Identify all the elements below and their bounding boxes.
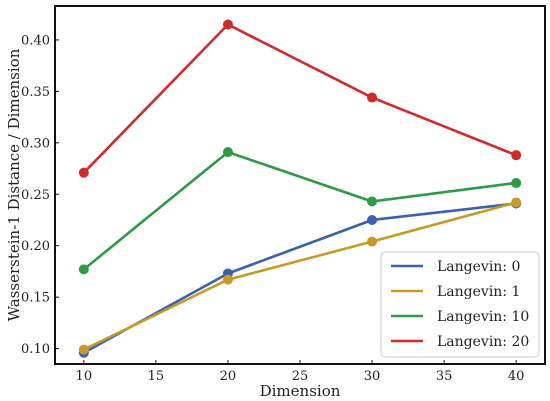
y-axis-label: Wasserstein-1 Distance / Dimension [5,48,23,321]
data-point [367,236,378,247]
y-tick-label: 0.10 [21,342,50,357]
x-tick-label: 25 [292,369,309,384]
x-tick-label: 15 [148,369,165,384]
data-point [367,92,378,103]
legend-label: Langevin: 0 [437,259,520,275]
y-tick-label: 0.20 [21,239,50,254]
x-axis-label: Dimension [260,382,341,400]
y-tick-label: 0.35 [21,85,50,100]
data-point [222,19,233,30]
series-line-3 [82,23,517,174]
legend: Langevin: 0 Langevin: 1 Langevin: 10 Langev… [380,251,540,358]
data-point [78,264,89,275]
data-point [367,214,378,225]
data-point [511,177,522,188]
data-point [511,150,522,161]
y-tick-label: 0.15 [21,291,50,306]
legend-label: Langevin: 20 [437,334,529,350]
data-point [511,197,522,208]
legend-box [380,251,540,358]
data-point [222,147,233,158]
data-point [78,167,89,178]
series-line-1 [83,201,517,351]
x-tick-label: 20 [220,369,237,384]
y-tick-label: 0.40 [21,33,50,48]
y-tick-label: 0.30 [21,136,50,151]
legend-label: Langevin: 1 [437,284,520,300]
x-tick-label: 40 [508,369,525,384]
legend-label: Langevin: 10 [437,309,529,325]
x-tick-label: 30 [364,369,381,384]
series-line-2 [82,150,517,271]
y-axis: 0.10 0.15 0.20 0.25 0.30 0.35 0.40 [21,33,59,357]
data-point [222,274,233,285]
plot-series [78,19,522,358]
x-tick-label: 35 [436,369,453,384]
x-tick-label: 10 [76,369,93,384]
series-line-0 [83,202,517,354]
y-tick-label: 0.25 [21,188,50,203]
plot-frame [54,5,546,365]
data-point [78,344,89,355]
data-point [367,196,378,207]
